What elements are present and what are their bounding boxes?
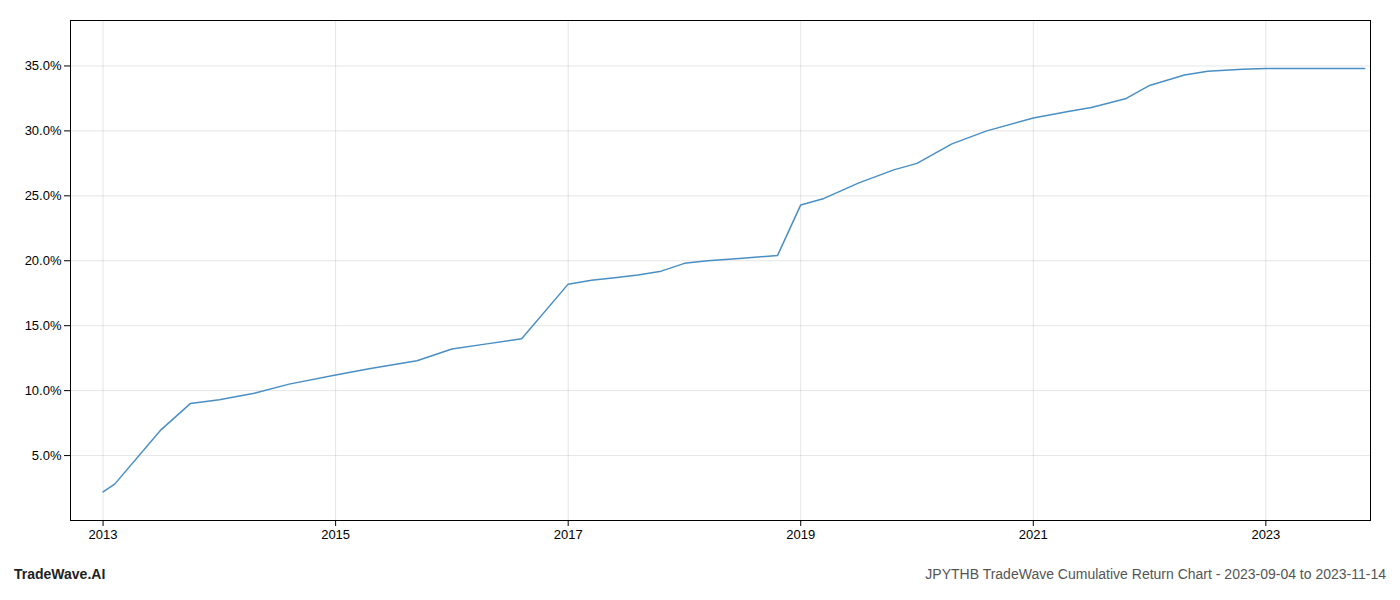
svg-text:5.0%: 5.0% bbox=[32, 448, 62, 463]
svg-text:2019: 2019 bbox=[786, 527, 815, 542]
html-text:TradeWave.AI: TradeWave.AI bbox=[14, 566, 106, 582]
svg-text:30.0%: 30.0% bbox=[25, 123, 62, 138]
svg-text:2015: 2015 bbox=[321, 527, 350, 542]
svg-text:2021: 2021 bbox=[1019, 527, 1048, 542]
svg-text:2017: 2017 bbox=[554, 527, 583, 542]
svg-text:2023: 2023 bbox=[1251, 527, 1280, 542]
svg-text:10.0%: 10.0% bbox=[25, 383, 62, 398]
html-text:JPYTHB TradeWave Cumulative Re: JPYTHB TradeWave Cumulative Return Chart… bbox=[925, 566, 1386, 582]
svg-text:20.0%: 20.0% bbox=[25, 253, 62, 268]
svg-text:35.0%: 35.0% bbox=[25, 58, 62, 73]
svg-text:2013: 2013 bbox=[89, 527, 118, 542]
svg-text:15.0%: 15.0% bbox=[25, 318, 62, 333]
svg-text:25.0%: 25.0% bbox=[25, 188, 62, 203]
